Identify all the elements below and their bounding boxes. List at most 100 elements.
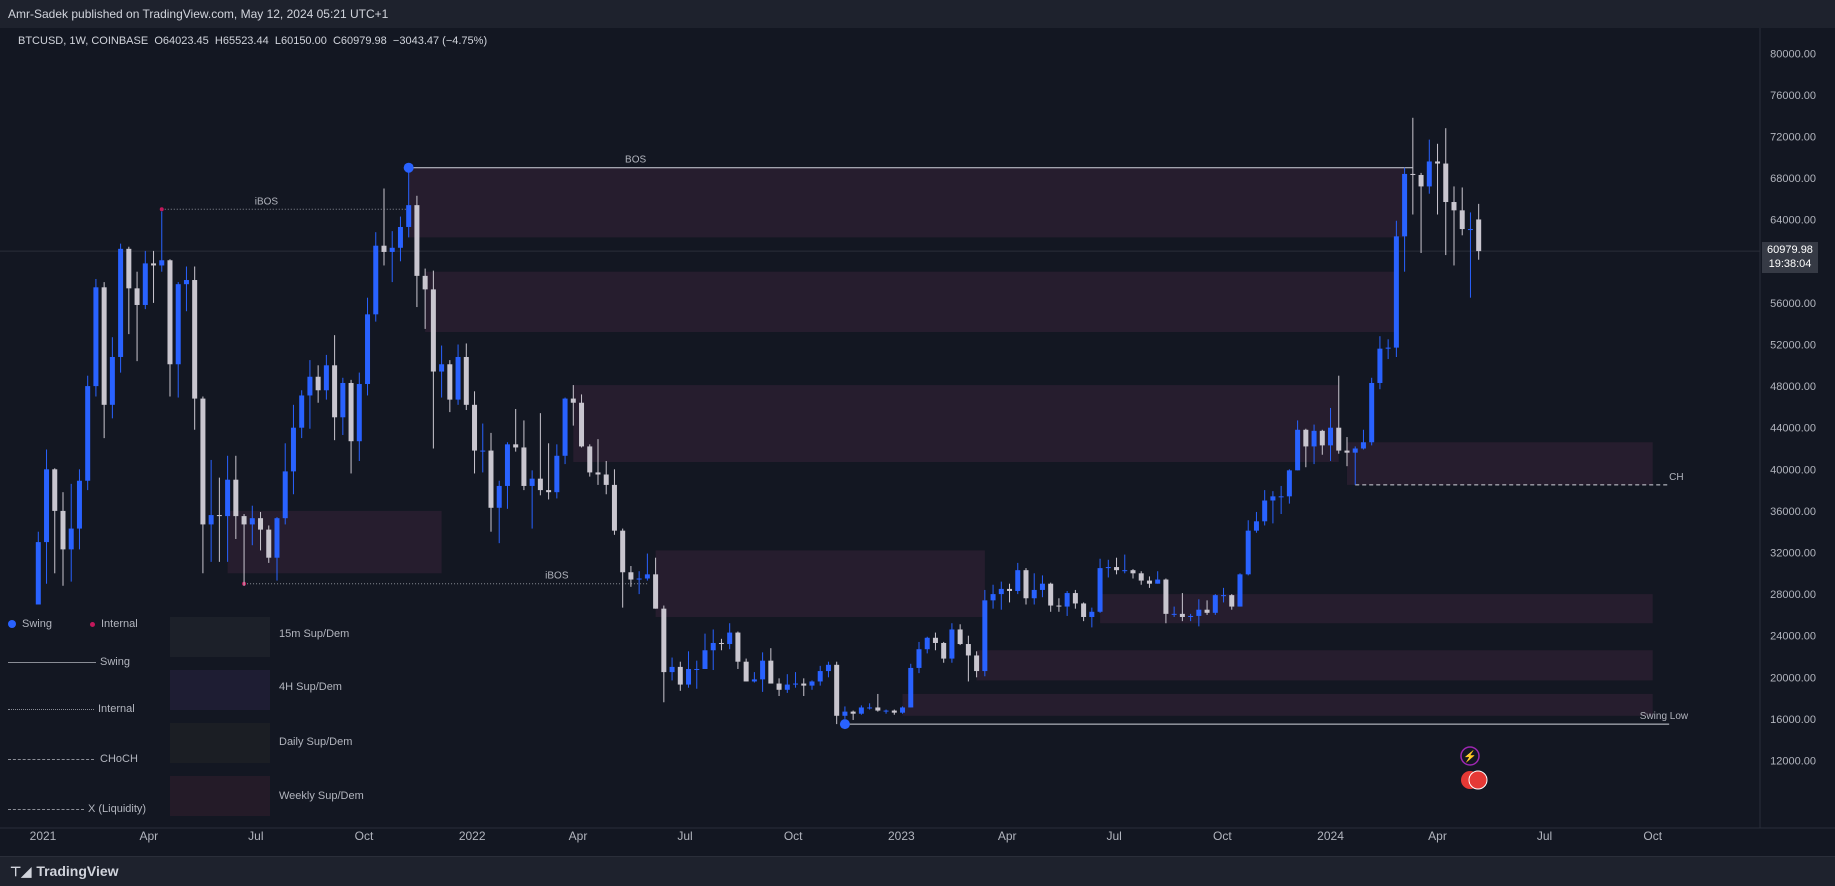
candle-body [1303, 429, 1309, 447]
candle-body [340, 382, 346, 418]
candle-body [603, 474, 609, 485]
candle-body [628, 572, 634, 580]
price-axis[interactable] [1760, 28, 1835, 856]
candle-body [1114, 567, 1120, 571]
candle-body [1229, 595, 1235, 607]
zone-15m-label: 15m Sup/Dem [279, 628, 350, 640]
lightning-event-icon[interactable] [1460, 746, 1480, 766]
price-tick-label: 40000.00 [1770, 464, 1816, 476]
last-price-value: 60979.98 [1767, 244, 1813, 256]
candle-body [68, 528, 74, 550]
candle-body [1459, 210, 1465, 230]
candle-body [109, 356, 115, 405]
candle-body [686, 668, 692, 685]
candle-body [924, 637, 930, 650]
candle-body [1163, 579, 1169, 614]
candle-body [1196, 609, 1202, 616]
liquidity-line-icon [8, 809, 84, 810]
candle-body [439, 364, 445, 372]
internal-legend: Internal [90, 618, 138, 630]
candle-body [504, 444, 510, 486]
candle-body [1171, 613, 1177, 615]
swing-line-icon [8, 662, 96, 663]
candle-body [1286, 470, 1292, 497]
candle-body [867, 707, 873, 709]
candle-body [1064, 593, 1070, 607]
structure-label: BOS [625, 155, 646, 166]
candle-body [1393, 236, 1399, 348]
footer-bar: ⊤◢ TradingView [0, 856, 1835, 886]
legend-change: −3043.47 (−4.75%) [392, 35, 488, 47]
structure-label: CH [1669, 472, 1683, 483]
candle-body [1402, 173, 1408, 237]
price-tick-label: 28000.00 [1770, 589, 1816, 601]
candle-body [315, 376, 321, 391]
candle-body [694, 668, 700, 670]
candle-body [579, 402, 585, 447]
time-tick-label: Oct [355, 829, 374, 843]
candle-body [488, 450, 494, 508]
candle-body [1212, 595, 1218, 613]
candle-body [611, 484, 617, 531]
price-chart[interactable]: BOS iBOS iBOS CH Swing Low 12000.00 16000.00 20… [0, 28, 1835, 856]
price-tick-label: 24000.00 [1770, 631, 1816, 643]
time-tick-label: Oct [1213, 829, 1232, 843]
internal-dot-icon [90, 621, 95, 627]
candle-body [323, 365, 329, 391]
us-event-icon-2[interactable] [1468, 770, 1488, 790]
candle-body [1204, 609, 1210, 613]
candle-body [348, 382, 354, 442]
candle-body [875, 707, 881, 711]
legend-close: C60979.98 [332, 35, 387, 47]
time-tick-label: 2021 [30, 829, 57, 843]
time-tick-label: 2024 [1317, 829, 1344, 843]
candle-body [307, 376, 313, 396]
candle-body [365, 314, 371, 385]
price-tick-label: 16000.00 [1770, 714, 1816, 726]
internal-high-marker [159, 207, 164, 212]
candle-body [957, 629, 963, 645]
candle-body [1352, 448, 1358, 453]
price-tick-label: 20000.00 [1770, 672, 1816, 684]
swing-line-label: Swing [100, 656, 130, 668]
candle-body [1451, 202, 1457, 211]
swing-dot-icon [8, 620, 16, 629]
candle-body [233, 479, 239, 517]
candle-body [620, 530, 626, 573]
tradingview-logo[interactable]: ⊤◢ TradingView [10, 863, 119, 880]
candle-body [1467, 229, 1473, 231]
candle-body [801, 683, 807, 686]
candle-body [258, 518, 264, 530]
last-price-label: 60979.98 19:38:04 [1762, 242, 1818, 273]
candle-body [85, 386, 91, 481]
candle-body [1007, 588, 1013, 591]
candle-body [1031, 589, 1037, 599]
liquidity-line-label: X (Liquidity) [88, 803, 147, 815]
candle-body [406, 205, 412, 227]
candle-body [356, 384, 362, 442]
time-tick-label: Oct [1643, 829, 1662, 843]
candle-body [521, 447, 527, 486]
candle-body [151, 263, 157, 266]
candle-body [1039, 583, 1045, 590]
candle-body [472, 404, 478, 451]
candle-body [93, 287, 99, 387]
price-tick-label: 76000.00 [1770, 90, 1816, 102]
candle-body [175, 284, 181, 365]
candle-body [118, 248, 124, 357]
candle-body [225, 479, 231, 517]
candle-body [397, 226, 403, 248]
supply-demand-zone [1100, 594, 1653, 624]
candle-body [1410, 173, 1416, 175]
legend-low: L60150.00 [274, 35, 327, 47]
candle-body [1328, 427, 1334, 446]
candle-body [159, 260, 165, 266]
candle-body [282, 471, 288, 519]
price-tick-label: 80000.00 [1770, 48, 1816, 60]
supply-demand-zone [573, 385, 1339, 463]
candle-body [998, 588, 1004, 595]
candle-body [1278, 496, 1284, 498]
structure-label: iBOS [545, 571, 569, 582]
time-tick-label: Apr [139, 829, 158, 843]
legend-open: O64023.45 [154, 35, 209, 47]
